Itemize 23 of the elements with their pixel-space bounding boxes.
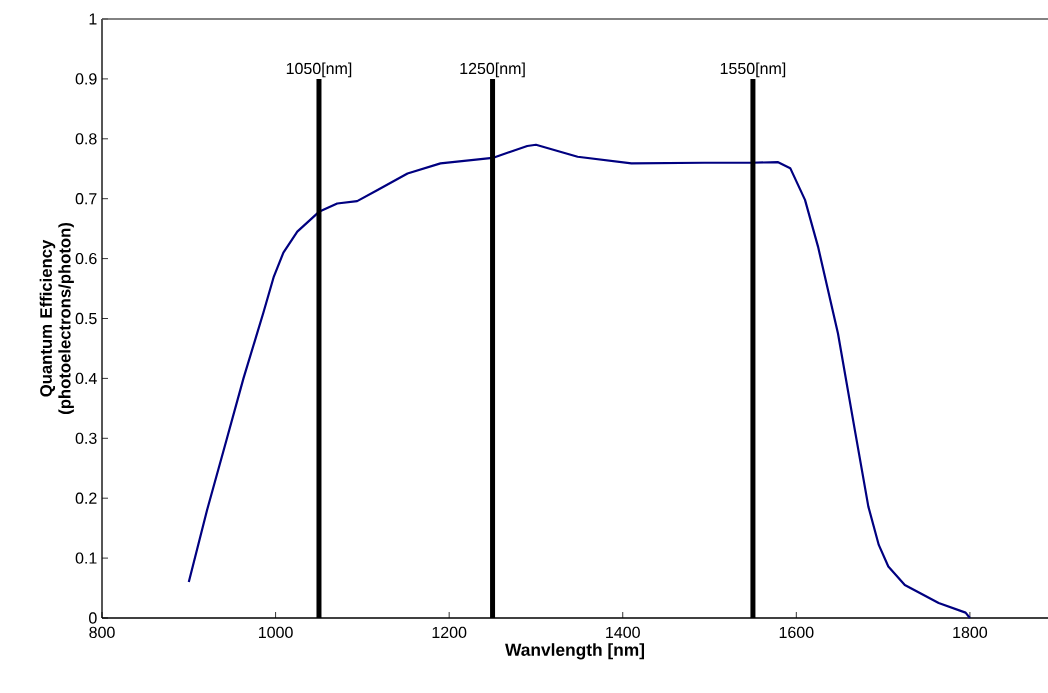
series-label: 1550[nm] [720, 62, 786, 78]
y-tick-label: 1 [89, 13, 97, 25]
x-axis-title: Wanvlength [nm] [505, 643, 645, 660]
y-tick-label: 0.7 [75, 193, 97, 205]
y-tick-label: 0 [89, 612, 97, 624]
y-tick-label: 0.9 [75, 73, 97, 85]
x-tick-label: 1400 [606, 626, 640, 639]
series-label: 1050[nm] [286, 62, 352, 78]
x-tick-label: 1200 [432, 626, 467, 639]
y-tick-label: 0.8 [75, 133, 97, 145]
x-tick-label: 1800 [953, 626, 988, 639]
y-tick-label: 0.1 [75, 552, 97, 564]
y-axis-title: Quantum Efficiency (photoelectrons/photon) [39, 223, 74, 414]
y-tick-label: 0.6 [75, 252, 97, 265]
y-tick-label: 0.5 [75, 312, 97, 325]
x-tick-label: 1000 [259, 626, 293, 639]
line-series [187, 143, 971, 620]
y-tick-label: 0.3 [75, 432, 97, 444]
y-tick-label: 0.2 [75, 492, 97, 504]
series-label: 1250[nm] [460, 62, 525, 78]
y-tick-label: 0.4 [75, 372, 97, 385]
x-tick-label: 800 [89, 626, 115, 639]
x-tick-label: 1600 [779, 626, 814, 639]
